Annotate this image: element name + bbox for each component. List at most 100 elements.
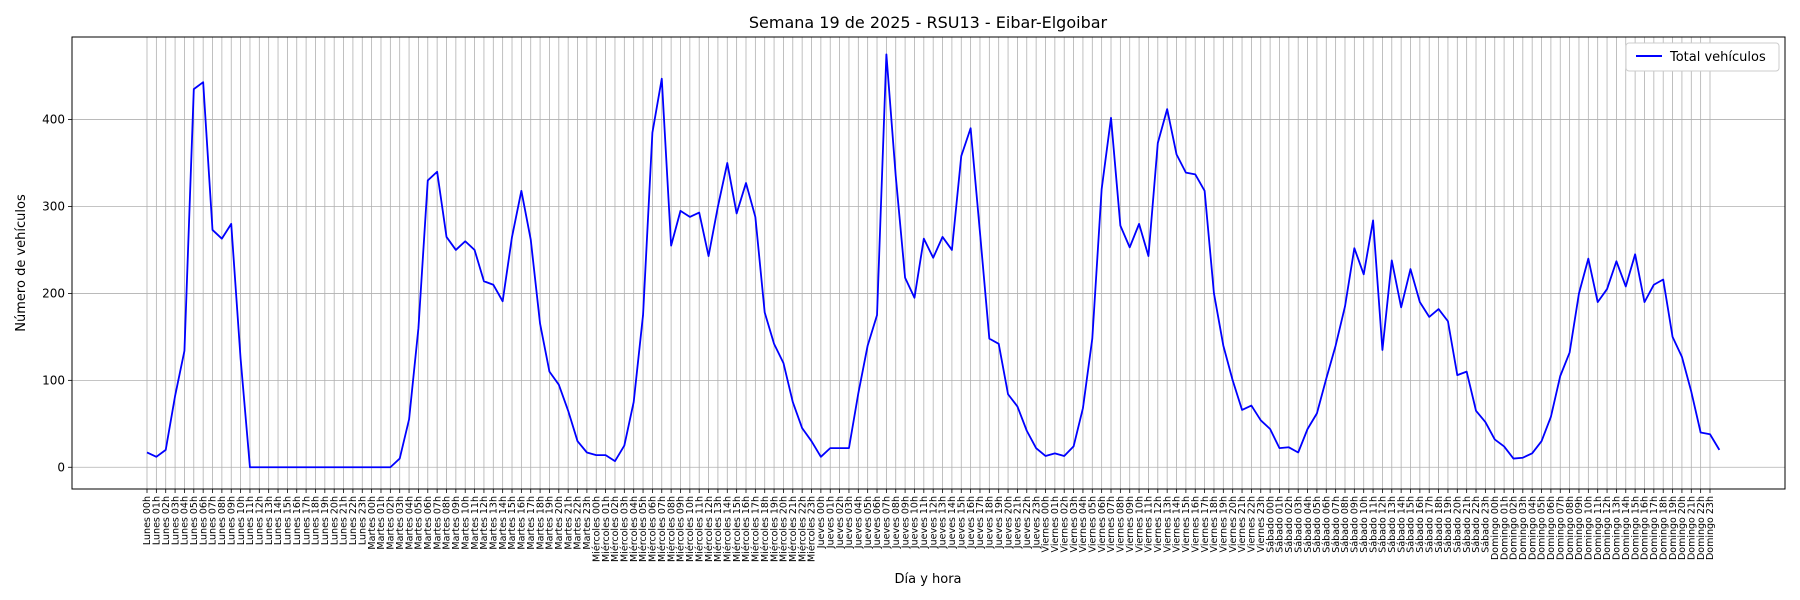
x-tick-label: Domingo 06h [1546, 496, 1557, 560]
x-tick-label: Martes 17h [526, 496, 537, 550]
x-tick-label: Jueves 19h [994, 496, 1005, 549]
x-tick-label: Sábado 00h [1265, 496, 1276, 553]
x-tick-label: Martes 19h [545, 496, 556, 550]
y-axis-label: Número de vehículos [14, 194, 29, 332]
x-tick-label: Domingo 20h [1677, 496, 1688, 560]
x-tick-label: Miércoles 08h [666, 496, 677, 562]
x-tick-label: Sábado 14h [1396, 496, 1407, 553]
x-tick-label: Sábado 17h [1424, 496, 1435, 553]
x-axis-label: Día y hora [894, 572, 961, 587]
x-tick-label: Lunes 04h [180, 496, 191, 545]
x-tick-label: Sábado 12h [1378, 496, 1389, 553]
x-tick-label: Sábado 05h [1312, 496, 1323, 553]
x-tick-label: Lunes 20h [329, 496, 340, 545]
x-tick-label: Lunes 08h [217, 496, 228, 545]
x-tick-label: Miércoles 02h [610, 496, 621, 562]
x-tick-label: Viernes 08h [1116, 496, 1127, 552]
x-tick-label: Martes 12h [479, 496, 490, 550]
x-tick-label: Jueves 06h [872, 496, 883, 549]
y-tick-label: 100 [42, 373, 65, 387]
x-tick-label: Jueves 08h [891, 496, 902, 549]
x-tick-label: Miércoles 05h [638, 496, 649, 562]
x-tick-label: Jueves 16h [966, 496, 977, 549]
x-tick-label: Jueves 10h [910, 496, 921, 549]
x-tick-label: Lunes 09h [226, 496, 237, 545]
x-tick-label: Miércoles 16h [741, 496, 752, 562]
x-tick-label: Martes 07h [432, 496, 443, 550]
x-tick-label: Miércoles 07h [657, 496, 668, 562]
chart-title: Semana 19 de 2025 - RSU13 - Eibar-Elgoib… [749, 13, 1108, 32]
x-tick-label: Sábado 02h [1284, 496, 1295, 553]
x-tick-label: Domingo 13h [1612, 496, 1623, 560]
x-tick-label: Martes 21h [563, 496, 574, 550]
x-tick-label: Lunes 10h [236, 496, 247, 545]
x-tick-label: Viernes 12h [1153, 496, 1164, 552]
x-tick-label: Martes 22h [573, 496, 584, 550]
x-tick-label: Martes 23h [582, 496, 593, 550]
x-tick-label: Domingo 16h [1640, 496, 1651, 560]
x-tick-label: Jueves 20h [1003, 496, 1014, 549]
x-tick-label: Sábado 18h [1434, 496, 1445, 553]
x-tick-label: Miércoles 00h [591, 496, 602, 562]
x-tick-label: Martes 06h [423, 496, 434, 550]
x-tick-label: Miércoles 14h [722, 496, 733, 562]
x-tick-label: Domingo 23h [1705, 496, 1716, 560]
x-tick-label: Sábado 09h [1350, 496, 1361, 553]
x-tick-label: Viernes 19h [1219, 496, 1230, 552]
x-tick-label: Lunes 03h [170, 496, 181, 545]
x-tick-label: Miércoles 19h [769, 496, 780, 562]
x-tick-label: Miércoles 20h [779, 496, 790, 562]
x-tick-label: Viernes 03h [1069, 496, 1080, 552]
x-tick-label: Lunes 11h [245, 496, 256, 545]
x-tick-label: Miércoles 11h [694, 496, 705, 562]
x-tick-label: Domingo 08h [1565, 496, 1576, 560]
x-tick-label: Sábado 01h [1275, 496, 1286, 553]
x-tick-label: Jueves 11h [919, 496, 930, 549]
x-tick-label: Martes 00h [367, 496, 378, 550]
x-tick-label: Viernes 22h [1247, 496, 1258, 552]
x-tick-label: Sábado 10h [1359, 496, 1370, 553]
x-tick-label: Martes 14h [498, 496, 509, 550]
x-tick-label: Miércoles 13h [713, 496, 724, 562]
x-tick-label: Sábado 06h [1321, 496, 1332, 553]
x-tick-label: Miércoles 21h [788, 496, 799, 562]
x-tick-label: Viernes 11h [1144, 496, 1155, 552]
x-tick-label: Miércoles 12h [704, 496, 715, 562]
x-tick-label: Lunes 02h [161, 496, 172, 545]
x-tick-label: Martes 02h [386, 496, 397, 550]
series-group [146, 53, 1721, 469]
x-tick-label: Lunes 18h [311, 496, 322, 545]
x-tick-label: Domingo 03h [1518, 496, 1529, 560]
x-tick-label: Jueves 15h [956, 496, 967, 549]
x-tick-label: Domingo 04h [1527, 496, 1538, 560]
x-tick-label: Jueves 17h [975, 496, 986, 549]
x-tick-label: Miércoles 18h [760, 496, 771, 562]
x-tick-label: Lunes 07h [208, 496, 219, 545]
x-tick-label: Viernes 16h [1190, 496, 1201, 552]
x-tick-label: Domingo 11h [1593, 496, 1604, 560]
x-tick-label: Lunes 15h [283, 496, 294, 545]
x-tick-label: Martes 03h [395, 496, 406, 550]
x-tick-label: Jueves 07h [882, 496, 893, 549]
x-tick-label: Martes 16h [517, 496, 528, 550]
x-tick-label: Viernes 04h [1078, 496, 1089, 552]
legend: Total vehículos [1625, 42, 1780, 72]
x-tick-label: Lunes 00h [142, 496, 153, 545]
x-tick-label: Miércoles 06h [648, 496, 659, 562]
x-tick-label: Miércoles 10h [685, 496, 696, 562]
y-tick-label: 0 [57, 460, 65, 474]
x-tick-label: Jueves 12h [928, 496, 939, 549]
x-tick-label: Miércoles 23h [807, 496, 818, 562]
x-tick-label: Jueves 02h [835, 496, 846, 549]
x-tick-label: Lunes 23h [357, 496, 368, 545]
x-tick-label: Lunes 06h [198, 496, 209, 545]
x-tick-label: Viernes 21h [1237, 496, 1248, 552]
x-tick-label: Martes 18h [535, 496, 546, 550]
x-tick-label: Jueves 03h [844, 496, 855, 549]
x-tick-label: Sábado 20h [1452, 496, 1463, 553]
x-tick-label: Sábado 16h [1415, 496, 1426, 553]
x-tick-label: Domingo 09h [1574, 496, 1585, 560]
x-tick-label: Miércoles 04h [629, 496, 640, 562]
x-tick-label: Viernes 02h [1059, 496, 1070, 552]
